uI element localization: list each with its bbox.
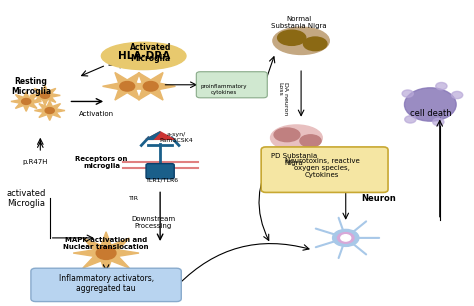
Text: Receptors on
microglia: Receptors on microglia	[75, 155, 128, 169]
Text: PD Substania
Nigra: PD Substania Nigra	[271, 153, 317, 166]
Text: Normal
Substania Nigra: Normal Substania Nigra	[271, 16, 327, 29]
Text: TLR1/TLR6: TLR1/TLR6	[146, 178, 179, 183]
FancyBboxPatch shape	[31, 268, 181, 302]
FancyBboxPatch shape	[146, 164, 174, 179]
Circle shape	[45, 108, 55, 114]
Text: Activation: Activation	[79, 110, 114, 117]
Text: DA neuron
Loss: DA neuron Loss	[278, 82, 288, 115]
Polygon shape	[102, 73, 152, 100]
Circle shape	[120, 81, 135, 91]
Text: p.R47H: p.R47H	[23, 159, 48, 165]
Text: Inflammatory activators,
aggregated tau: Inflammatory activators, aggregated tau	[58, 274, 154, 293]
Text: proinflammatory
cytokines: proinflammatory cytokines	[201, 84, 247, 95]
Text: activated
Microglia: activated Microglia	[7, 189, 46, 208]
Circle shape	[96, 247, 116, 259]
Circle shape	[143, 81, 158, 91]
Text: cell death: cell death	[410, 109, 451, 118]
Ellipse shape	[303, 37, 327, 51]
Text: Neurotoxins, reactive
oxygen species,
Cytokines: Neurotoxins, reactive oxygen species, Cy…	[285, 158, 360, 178]
Text: a-syn/
Pam3CSK4: a-syn/ Pam3CSK4	[160, 132, 193, 143]
Circle shape	[40, 92, 50, 98]
Text: Downstream
Processing: Downstream Processing	[131, 216, 175, 229]
Circle shape	[341, 235, 351, 241]
Text: HLA-DRA: HLA-DRA	[118, 51, 170, 61]
Polygon shape	[11, 91, 42, 111]
FancyBboxPatch shape	[261, 147, 388, 192]
FancyBboxPatch shape	[196, 72, 267, 98]
Circle shape	[402, 90, 413, 97]
Circle shape	[22, 99, 31, 104]
Text: TIR: TIR	[129, 196, 139, 201]
Circle shape	[404, 88, 456, 121]
Polygon shape	[146, 132, 160, 139]
Ellipse shape	[300, 135, 321, 147]
Polygon shape	[30, 86, 60, 105]
Circle shape	[337, 233, 354, 243]
Text: MAPK activation and
Nuclear translocation: MAPK activation and Nuclear translocatio…	[64, 237, 149, 251]
Circle shape	[433, 118, 444, 125]
Ellipse shape	[274, 128, 300, 142]
Polygon shape	[35, 101, 65, 120]
Text: Activated
Microglia: Activated Microglia	[130, 43, 172, 63]
Ellipse shape	[273, 27, 329, 54]
Polygon shape	[73, 232, 139, 274]
Ellipse shape	[271, 125, 322, 151]
Polygon shape	[146, 132, 174, 139]
Circle shape	[333, 230, 359, 246]
Circle shape	[405, 116, 416, 123]
Circle shape	[452, 91, 463, 99]
Text: Neuron: Neuron	[361, 194, 396, 203]
Text: Resting
Microglia: Resting Microglia	[11, 76, 51, 96]
Ellipse shape	[101, 42, 186, 69]
Ellipse shape	[278, 30, 306, 45]
Polygon shape	[126, 73, 175, 100]
Circle shape	[436, 83, 447, 90]
